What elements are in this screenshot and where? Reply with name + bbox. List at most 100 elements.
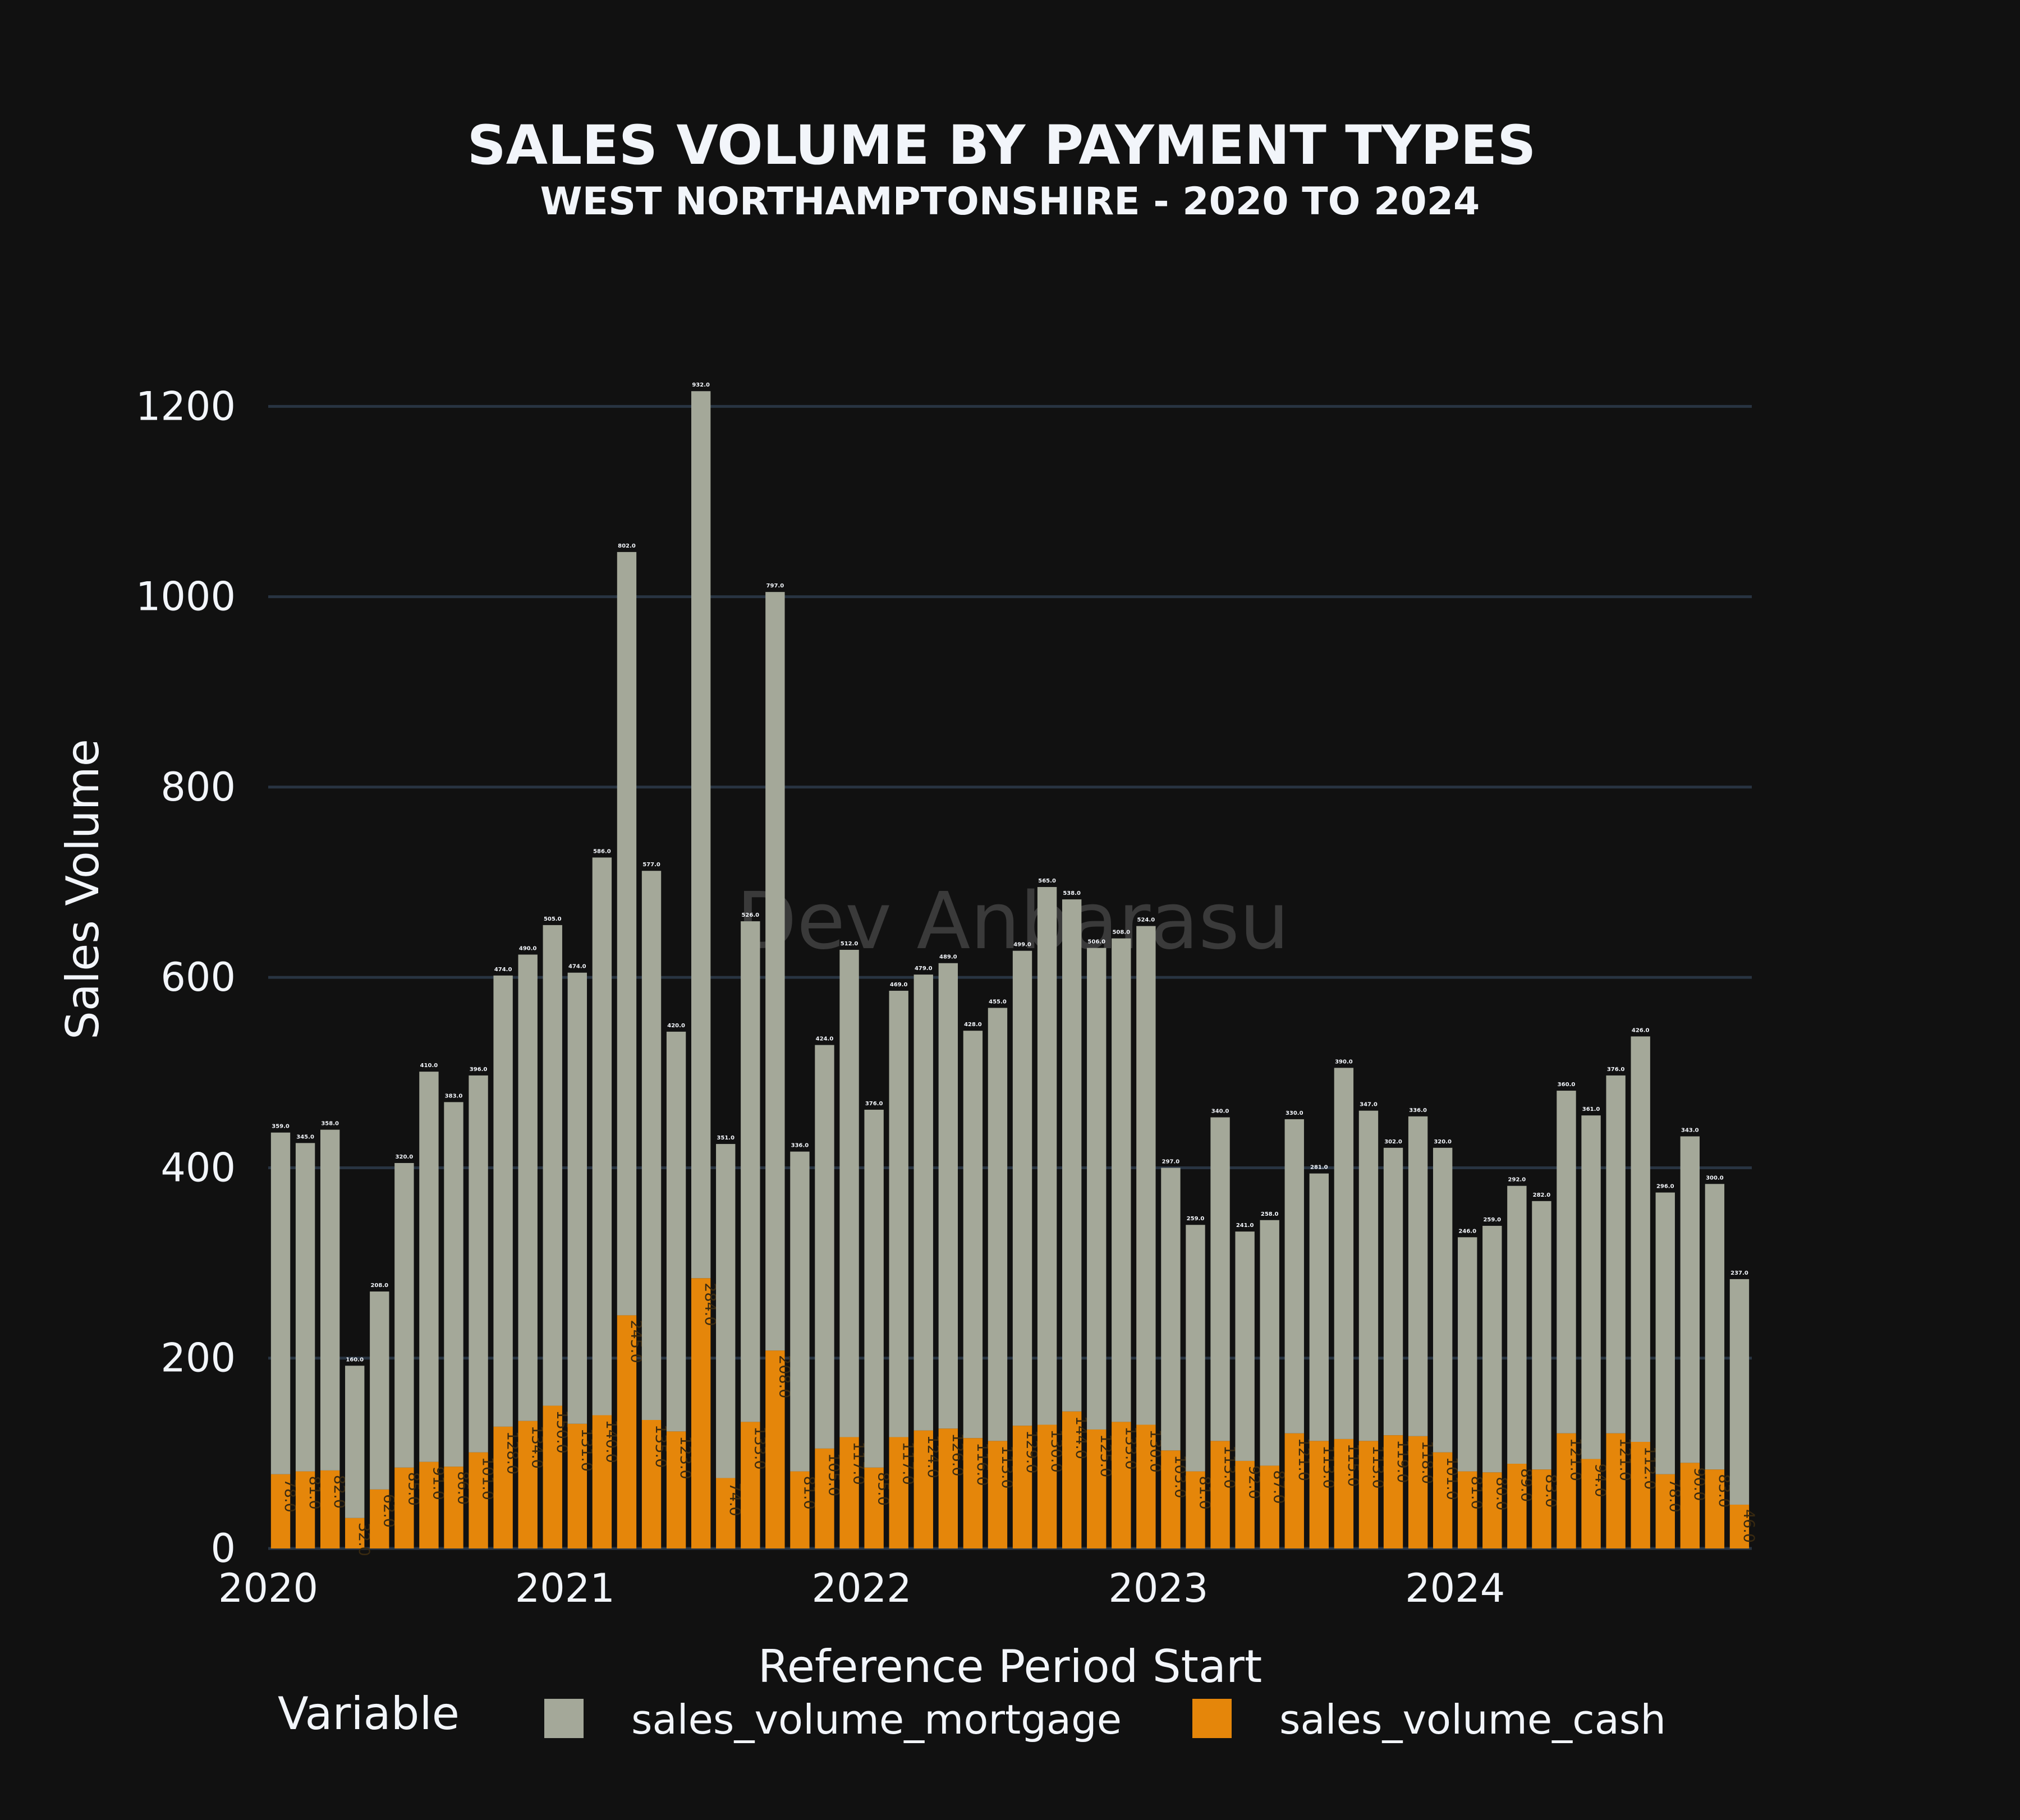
bar-mortgage xyxy=(1655,1192,1675,1474)
bar-cash xyxy=(1087,1429,1107,1548)
bar-cash xyxy=(543,1405,562,1548)
bar-label-mortgage: 241.0 xyxy=(1236,1222,1254,1229)
legend-label-mortgage[interactable]: sales_volume_mortgage xyxy=(631,1696,1122,1743)
bar-label-mortgage: 565.0 xyxy=(1038,878,1056,884)
bar-cash xyxy=(419,1461,439,1548)
bar-label-cash: 81.0 xyxy=(800,1476,818,1510)
bar-cash xyxy=(1581,1459,1601,1548)
bar-cash xyxy=(518,1421,538,1548)
bar-label-cash: 81.0 xyxy=(1196,1476,1214,1510)
bar-label-mortgage: 351.0 xyxy=(717,1135,734,1141)
bar-label-cash: 144.0 xyxy=(1072,1416,1090,1459)
bar-cash xyxy=(370,1489,389,1548)
bar-label-mortgage: 336.0 xyxy=(791,1143,809,1149)
bar-label-mortgage: 302.0 xyxy=(1384,1139,1402,1145)
bar-label-cash: 117.0 xyxy=(850,1442,867,1485)
legend-swatch-mortgage[interactable] xyxy=(544,1699,584,1738)
axes: 0 200 400 600 800 1000 1200 2020 2021 2022 2023 202… xyxy=(136,383,1505,1611)
bar-cash xyxy=(1557,1433,1576,1548)
bar-cash xyxy=(394,1467,414,1548)
bar-cash xyxy=(790,1471,810,1548)
gridlines xyxy=(268,405,1752,1550)
bar-cash xyxy=(741,1422,760,1548)
bar-mortgage xyxy=(1186,1225,1205,1472)
bar-mortgage xyxy=(1631,1036,1650,1442)
bar-mortgage xyxy=(666,1031,686,1432)
bar-label-cash: 124.0 xyxy=(924,1435,942,1478)
bar-label-mortgage: 489.0 xyxy=(939,954,957,960)
bar-cash xyxy=(1136,1424,1156,1548)
bar-mortgage xyxy=(716,1144,736,1478)
bar-cash xyxy=(913,1430,933,1548)
bar-mortgage xyxy=(394,1162,414,1468)
bar-label-cash: 140.0 xyxy=(603,1420,620,1463)
bar-cash xyxy=(592,1415,612,1548)
bar-mortgage xyxy=(1383,1147,1403,1436)
chart-subtitle: WEST NORTHAMPTONSHIRE - 2020 TO 2024 xyxy=(540,180,1480,224)
bar-label-mortgage: 383.0 xyxy=(445,1093,463,1099)
y-tick-label: 800 xyxy=(160,764,236,810)
bar-cash xyxy=(815,1448,834,1548)
bar-mortgage xyxy=(1037,887,1057,1425)
bar-label-mortgage: 282.0 xyxy=(1533,1192,1551,1198)
bar-label-cash: 133.0 xyxy=(751,1426,768,1469)
bar-cash xyxy=(567,1423,587,1548)
bar-label-mortgage: 474.0 xyxy=(494,967,512,973)
bar-cash xyxy=(1729,1504,1750,1548)
bar-label-mortgage: 358.0 xyxy=(321,1121,339,1127)
bar-cash xyxy=(1161,1450,1181,1548)
bar-mortgage xyxy=(617,551,637,1316)
x-tick-label: 2020 xyxy=(218,1565,318,1611)
bar-label-mortgage: 336.0 xyxy=(1409,1107,1427,1114)
bar-cash xyxy=(1284,1433,1304,1548)
bar-mortgage xyxy=(370,1291,389,1490)
bar-cash xyxy=(617,1315,637,1548)
bar-label-cash: 121.0 xyxy=(1295,1438,1312,1481)
bar-label-mortgage: 524.0 xyxy=(1137,917,1155,923)
bar-label-mortgage: 390.0 xyxy=(1335,1059,1353,1065)
bar-label-cash: 90.0 xyxy=(1691,1467,1708,1501)
bar-cash xyxy=(1309,1441,1329,1548)
bar-label-cash: 117.0 xyxy=(899,1442,917,1485)
bar-mortgage xyxy=(1309,1173,1329,1441)
chart-title: SALES VOLUME BY PAYMENT TYPES xyxy=(467,114,1536,177)
bar-label-mortgage: 538.0 xyxy=(1063,890,1081,897)
bar-mortgage xyxy=(444,1102,463,1467)
bar-label-cash: 150.0 xyxy=(553,1410,571,1454)
bar-label-cash: 131.0 xyxy=(578,1428,595,1472)
bar-label-mortgage: 802.0 xyxy=(618,543,636,549)
bar-mortgage xyxy=(741,921,760,1422)
bar-mortgage xyxy=(815,1045,834,1449)
bar-label-cash: 112.0 xyxy=(1641,1446,1659,1490)
bar-label-cash: 245.0 xyxy=(627,1320,645,1363)
bar-label-mortgage: 296.0 xyxy=(1656,1184,1674,1190)
bar-mortgage xyxy=(295,1143,315,1472)
bar-cash xyxy=(889,1437,908,1548)
bar-mortgage xyxy=(1729,1279,1750,1505)
bar-cash xyxy=(320,1470,340,1548)
legend-label-cash[interactable]: sales_volume_cash xyxy=(1279,1696,1666,1743)
bar-label-cash: 92.0 xyxy=(1246,1465,1263,1499)
x-axis-title: Reference Period Start xyxy=(758,1640,1262,1693)
bar-mortgage xyxy=(419,1072,439,1462)
bar-cash xyxy=(444,1467,463,1548)
legend-swatch-cash[interactable] xyxy=(1192,1699,1232,1738)
bar-label-mortgage: 259.0 xyxy=(1187,1216,1205,1222)
bar-label-cash: 85.0 xyxy=(405,1472,422,1506)
bar-cash xyxy=(1037,1424,1057,1548)
bar-label-mortgage: 343.0 xyxy=(1681,1127,1699,1133)
bar-label-cash: 82.0 xyxy=(330,1475,348,1509)
bar-label-mortgage: 297.0 xyxy=(1162,1159,1180,1165)
bar-label-cash: 129.0 xyxy=(1023,1430,1040,1473)
bar-label-cash: 121.0 xyxy=(1567,1438,1585,1481)
bar-cash xyxy=(1655,1474,1675,1548)
bar-label-cash: 81.0 xyxy=(306,1476,323,1510)
x-tick-label: 2024 xyxy=(1405,1565,1505,1611)
bar-cash xyxy=(1433,1452,1453,1548)
bar-cash xyxy=(469,1452,488,1548)
bar-label-mortgage: 420.0 xyxy=(667,1023,685,1029)
bar-label-mortgage: 797.0 xyxy=(766,583,784,589)
bar-label-mortgage: 424.0 xyxy=(816,1036,834,1042)
bar-mortgage xyxy=(1087,948,1107,1430)
